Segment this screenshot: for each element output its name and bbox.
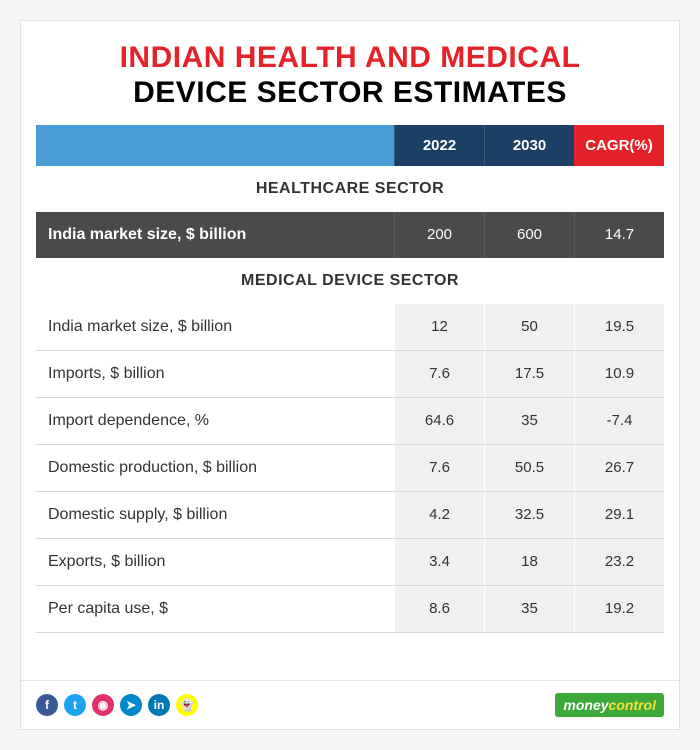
column-header-row: 2022 2030 CAGR(%) [36, 125, 664, 166]
row-v3: -7.4 [574, 398, 664, 444]
row-v2: 50 [484, 304, 574, 350]
table-row: India market size, $ billion125019.5 [36, 304, 664, 351]
row-v1: 3.4 [394, 539, 484, 585]
healthcare-row: India market size, $ billion 200 600 14.… [36, 212, 664, 258]
header-2022: 2022 [394, 125, 484, 166]
table-row: Domestic production, $ billion7.650.526.… [36, 445, 664, 492]
infographic-card: INDIAN HEALTH AND MEDICAL DEVICE SECTOR … [20, 20, 680, 730]
row-v3: 10.9 [574, 351, 664, 397]
healthcare-2030: 600 [484, 212, 574, 258]
table-row: Import dependence, %64.635-7.4 [36, 398, 664, 445]
row-v2: 32.5 [484, 492, 574, 538]
table-row: Per capita use, $8.63519.2 [36, 586, 664, 633]
row-v2: 35 [484, 586, 574, 632]
section-device-title: MEDICAL DEVICE SECTOR [21, 258, 679, 304]
snapchat-icon[interactable]: 👻 [176, 694, 198, 716]
brand-logo: moneycontrol [555, 693, 664, 717]
row-v2: 18 [484, 539, 574, 585]
row-v1: 4.2 [394, 492, 484, 538]
row-label: Exports, $ billion [36, 539, 394, 585]
social-icons: ft ◉ ➤ in 👻 [36, 694, 198, 716]
section-healthcare-title: HEALTHCARE SECTOR [21, 166, 679, 212]
title-line-2: DEVICE SECTOR ESTIMATES [133, 76, 567, 109]
row-label: Domestic production, $ billion [36, 445, 394, 491]
row-v3: 19.2 [574, 586, 664, 632]
header-2030: 2030 [484, 125, 574, 166]
row-v3: 26.7 [574, 445, 664, 491]
row-v3: 19.5 [574, 304, 664, 350]
footer: ft ◉ ➤ in 👻 moneycontrol [21, 680, 679, 729]
row-v2: 50.5 [484, 445, 574, 491]
brand-part-1: money [563, 697, 608, 713]
device-rows: India market size, $ billion125019.5Impo… [21, 304, 679, 633]
header-cagr: CAGR(%) [574, 125, 664, 166]
row-v1: 8.6 [394, 586, 484, 632]
linkedin-icon[interactable]: in [148, 694, 170, 716]
table-row: Domestic supply, $ billion4.232.529.1 [36, 492, 664, 539]
row-label: India market size, $ billion [36, 304, 394, 350]
row-label: Import dependence, % [36, 398, 394, 444]
header-blank [36, 125, 394, 166]
row-label: Imports, $ billion [36, 351, 394, 397]
row-v1: 7.6 [394, 351, 484, 397]
row-v3: 23.2 [574, 539, 664, 585]
row-v2: 17.5 [484, 351, 574, 397]
row-v1: 64.6 [394, 398, 484, 444]
main-title: INDIAN HEALTH AND MEDICAL DEVICE SECTOR … [21, 21, 679, 125]
row-v3: 29.1 [574, 492, 664, 538]
brand-part-2: control [609, 697, 656, 713]
instagram-icon[interactable]: ◉ [92, 694, 114, 716]
facebook-icon[interactable]: f [36, 694, 58, 716]
table-row: Exports, $ billion3.41823.2 [36, 539, 664, 586]
row-v1: 12 [394, 304, 484, 350]
healthcare-2022: 200 [394, 212, 484, 258]
row-label: Domestic supply, $ billion [36, 492, 394, 538]
row-v2: 35 [484, 398, 574, 444]
row-label: Per capita use, $ [36, 586, 394, 632]
title-line-1: INDIAN HEALTH AND MEDICAL [120, 41, 581, 74]
row-v1: 7.6 [394, 445, 484, 491]
twitter-icon[interactable]: t [64, 694, 86, 716]
healthcare-label: India market size, $ billion [36, 212, 394, 258]
table-row: Imports, $ billion7.617.510.9 [36, 351, 664, 398]
healthcare-cagr: 14.7 [574, 212, 664, 258]
telegram-icon[interactable]: ➤ [120, 694, 142, 716]
